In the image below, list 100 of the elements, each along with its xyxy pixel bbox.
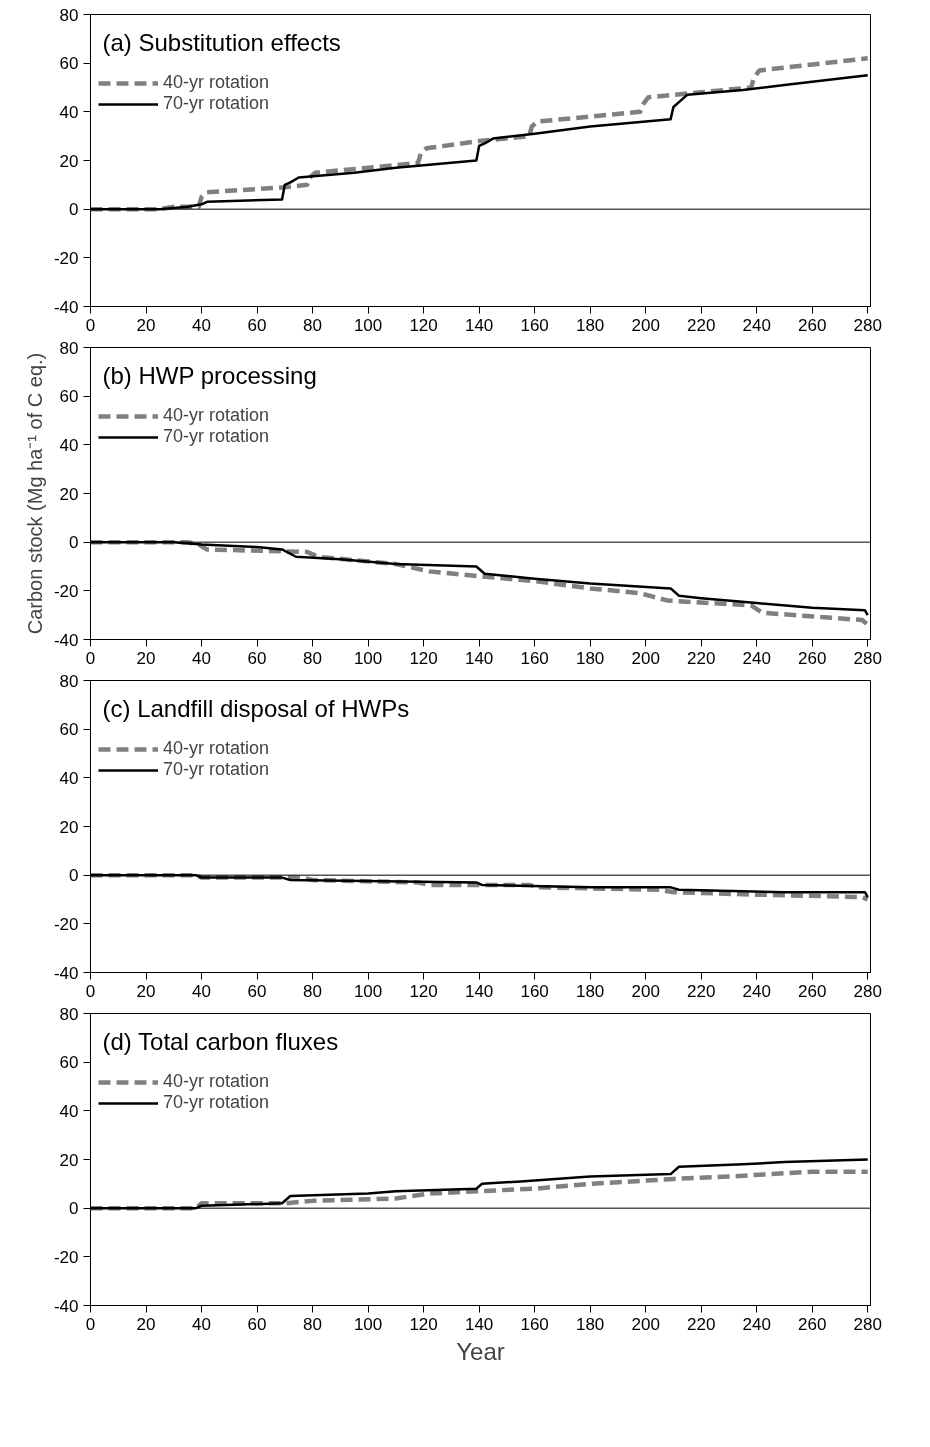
- y-tick-label: 80: [59, 1004, 79, 1024]
- x-tick-label: 260: [798, 315, 827, 335]
- y-tick-label: 60: [59, 54, 79, 74]
- y-tick-label: -20: [53, 1247, 79, 1267]
- legend-label: 70-yr rotation: [163, 1092, 270, 1113]
- x-tick-label: 0: [85, 1314, 96, 1334]
- x-axis-title: Year: [456, 1337, 505, 1365]
- legend-label: 70-yr rotation: [163, 426, 270, 447]
- y-tick-label: 60: [59, 720, 79, 740]
- y-tick-label: 0: [69, 866, 79, 886]
- x-tick-label: 180: [575, 981, 605, 1001]
- x-tick-label: 100: [353, 981, 383, 1001]
- x-tick-label: 140: [464, 981, 494, 1001]
- x-tick-label: 140: [464, 315, 494, 335]
- y-tick-label: -40: [53, 1296, 79, 1316]
- x-tick-label: 40: [192, 648, 211, 668]
- legend-label: 40-yr rotation: [163, 72, 270, 93]
- y-tick-label: -20: [53, 581, 79, 601]
- x-tick-label: 80: [303, 1314, 323, 1334]
- x-tick-label: 0: [85, 981, 96, 1001]
- y-tick-label: 20: [59, 484, 79, 504]
- line-series: [90, 1169, 870, 1211]
- x-tick-label: 0: [85, 315, 96, 335]
- y-tick-label: 40: [59, 435, 79, 455]
- text: (a) Substitution effects: [102, 28, 341, 56]
- x-tick-label: 180: [575, 315, 605, 335]
- x-tick-label: 0: [85, 648, 96, 668]
- x-tick-label: 60: [247, 1314, 267, 1334]
- legend-label: 40-yr rotation: [163, 405, 270, 426]
- x-tick-label: 80: [303, 981, 323, 1001]
- x-tick-label: 160: [520, 315, 549, 335]
- y-tick-label: 0: [69, 533, 79, 553]
- x-tick-label: 260: [798, 1314, 827, 1334]
- x-tick-label: 120: [409, 648, 438, 668]
- x-tick-label: 220: [686, 981, 716, 1001]
- x-tick-label: 240: [742, 315, 771, 335]
- x-tick-label: 80: [303, 315, 323, 335]
- y-tick-label: -20: [53, 248, 79, 268]
- text: (b) HWP processing: [102, 361, 317, 389]
- x-tick-label: 180: [575, 1314, 605, 1334]
- legend-label: 40-yr rotation: [163, 1071, 270, 1092]
- y-tick-label: 40: [59, 768, 79, 788]
- x-tick-label: 120: [409, 1314, 438, 1334]
- x-tick-label: 200: [631, 315, 660, 335]
- x-tick-label: 40: [192, 315, 211, 335]
- x-tick-label: 100: [353, 648, 383, 668]
- y-tick-label: -40: [53, 963, 79, 983]
- legend-label: 40-yr rotation: [163, 738, 270, 759]
- y-tick-label: 0: [69, 1199, 79, 1219]
- y-tick-label: 80: [59, 338, 79, 358]
- x-tick-label: 260: [798, 648, 827, 668]
- text: (d) Total carbon fluxes: [102, 1027, 339, 1055]
- x-tick-label: 280: [853, 1314, 882, 1334]
- y-axis-title: Carbon stock (Mg ha⁻¹ of C eq.): [23, 352, 46, 635]
- y-tick-label: 20: [59, 151, 79, 171]
- x-tick-label: 40: [192, 981, 211, 1001]
- x-tick-label: 40: [192, 1314, 211, 1334]
- y-tick-label: 40: [59, 1101, 79, 1121]
- x-tick-label: 220: [686, 1314, 716, 1334]
- legend-label: 70-yr rotation: [163, 759, 270, 780]
- y-tick-label: 40: [59, 102, 79, 122]
- x-tick-label: 20: [136, 315, 156, 335]
- x-tick-label: 240: [742, 981, 771, 1001]
- x-tick-label: 140: [464, 648, 494, 668]
- x-tick-label: 200: [631, 981, 660, 1001]
- x-tick-label: 120: [409, 981, 438, 1001]
- x-tick-label: 240: [742, 648, 771, 668]
- x-tick-label: 220: [686, 648, 716, 668]
- y-tick-label: 20: [59, 817, 79, 837]
- x-tick-label: 200: [631, 1314, 660, 1334]
- x-tick-label: 20: [136, 1314, 156, 1334]
- y-tick-label: -40: [53, 297, 79, 317]
- x-tick-label: 200: [631, 648, 660, 668]
- y-tick-label: 60: [59, 387, 79, 407]
- x-tick-label: 260: [798, 981, 827, 1001]
- x-tick-label: 20: [136, 648, 156, 668]
- x-tick-label: 100: [353, 1314, 383, 1334]
- y-tick-label: 0: [69, 200, 79, 220]
- x-tick-label: 160: [520, 1314, 549, 1334]
- y-tick-label: 20: [59, 1150, 79, 1170]
- x-tick-label: 60: [247, 648, 267, 668]
- x-tick-label: 140: [464, 1314, 494, 1334]
- x-tick-label: 280: [853, 315, 882, 335]
- x-tick-label: 60: [247, 981, 267, 1001]
- y-tick-label: 80: [59, 671, 79, 691]
- y-tick-label: 60: [59, 1053, 79, 1073]
- x-tick-label: 240: [742, 1314, 771, 1334]
- x-tick-label: 180: [575, 648, 605, 668]
- x-tick-label: 160: [520, 981, 549, 1001]
- y-tick-label: -40: [53, 630, 79, 650]
- x-tick-label: 120: [409, 315, 438, 335]
- x-tick-label: 220: [686, 315, 716, 335]
- y-tick-label: -20: [53, 914, 79, 934]
- x-tick-label: 60: [247, 315, 267, 335]
- x-tick-label: 80: [303, 648, 323, 668]
- x-tick-label: 280: [853, 648, 882, 668]
- legend-label: 70-yr rotation: [163, 93, 270, 114]
- y-tick-label: 80: [59, 5, 79, 25]
- text: (c) Landfill disposal of HWPs: [102, 694, 410, 722]
- x-tick-label: 160: [520, 648, 549, 668]
